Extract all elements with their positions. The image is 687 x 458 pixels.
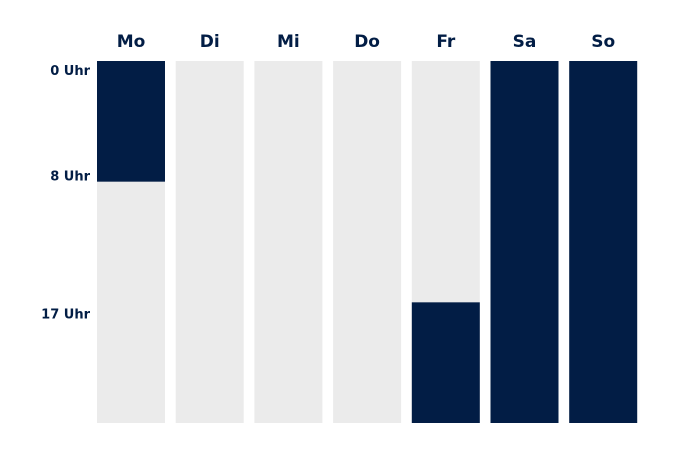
day-column-mi bbox=[254, 61, 323, 423]
hour-labels: 0 Uhr 8 Uhr 17 Uhr bbox=[41, 64, 90, 322]
active-range-so-0 bbox=[569, 61, 638, 423]
day-column-do bbox=[333, 61, 402, 423]
day-columns bbox=[97, 61, 638, 423]
hour-label-8: 8 Uhr bbox=[50, 170, 90, 185]
day-labels: Mo Di Mi Do Fr Sa So bbox=[117, 32, 615, 52]
active-range-mo-0 bbox=[97, 61, 165, 182]
day-label-mo: Mo bbox=[117, 32, 146, 52]
active-range-fr-0 bbox=[411, 302, 480, 423]
day-label-mi: Mi bbox=[277, 32, 300, 52]
day-label-fr: Fr bbox=[436, 32, 456, 52]
day-label-do: Do bbox=[354, 32, 380, 52]
hour-label-17: 17 Uhr bbox=[41, 307, 90, 322]
day-label-di: Di bbox=[200, 32, 220, 52]
day-label-sa: Sa bbox=[513, 32, 537, 52]
day-column-di bbox=[175, 61, 244, 423]
day-label-so: So bbox=[591, 32, 615, 52]
active-range-sa-0 bbox=[490, 61, 559, 423]
hour-label-0: 0 Uhr bbox=[50, 64, 90, 79]
